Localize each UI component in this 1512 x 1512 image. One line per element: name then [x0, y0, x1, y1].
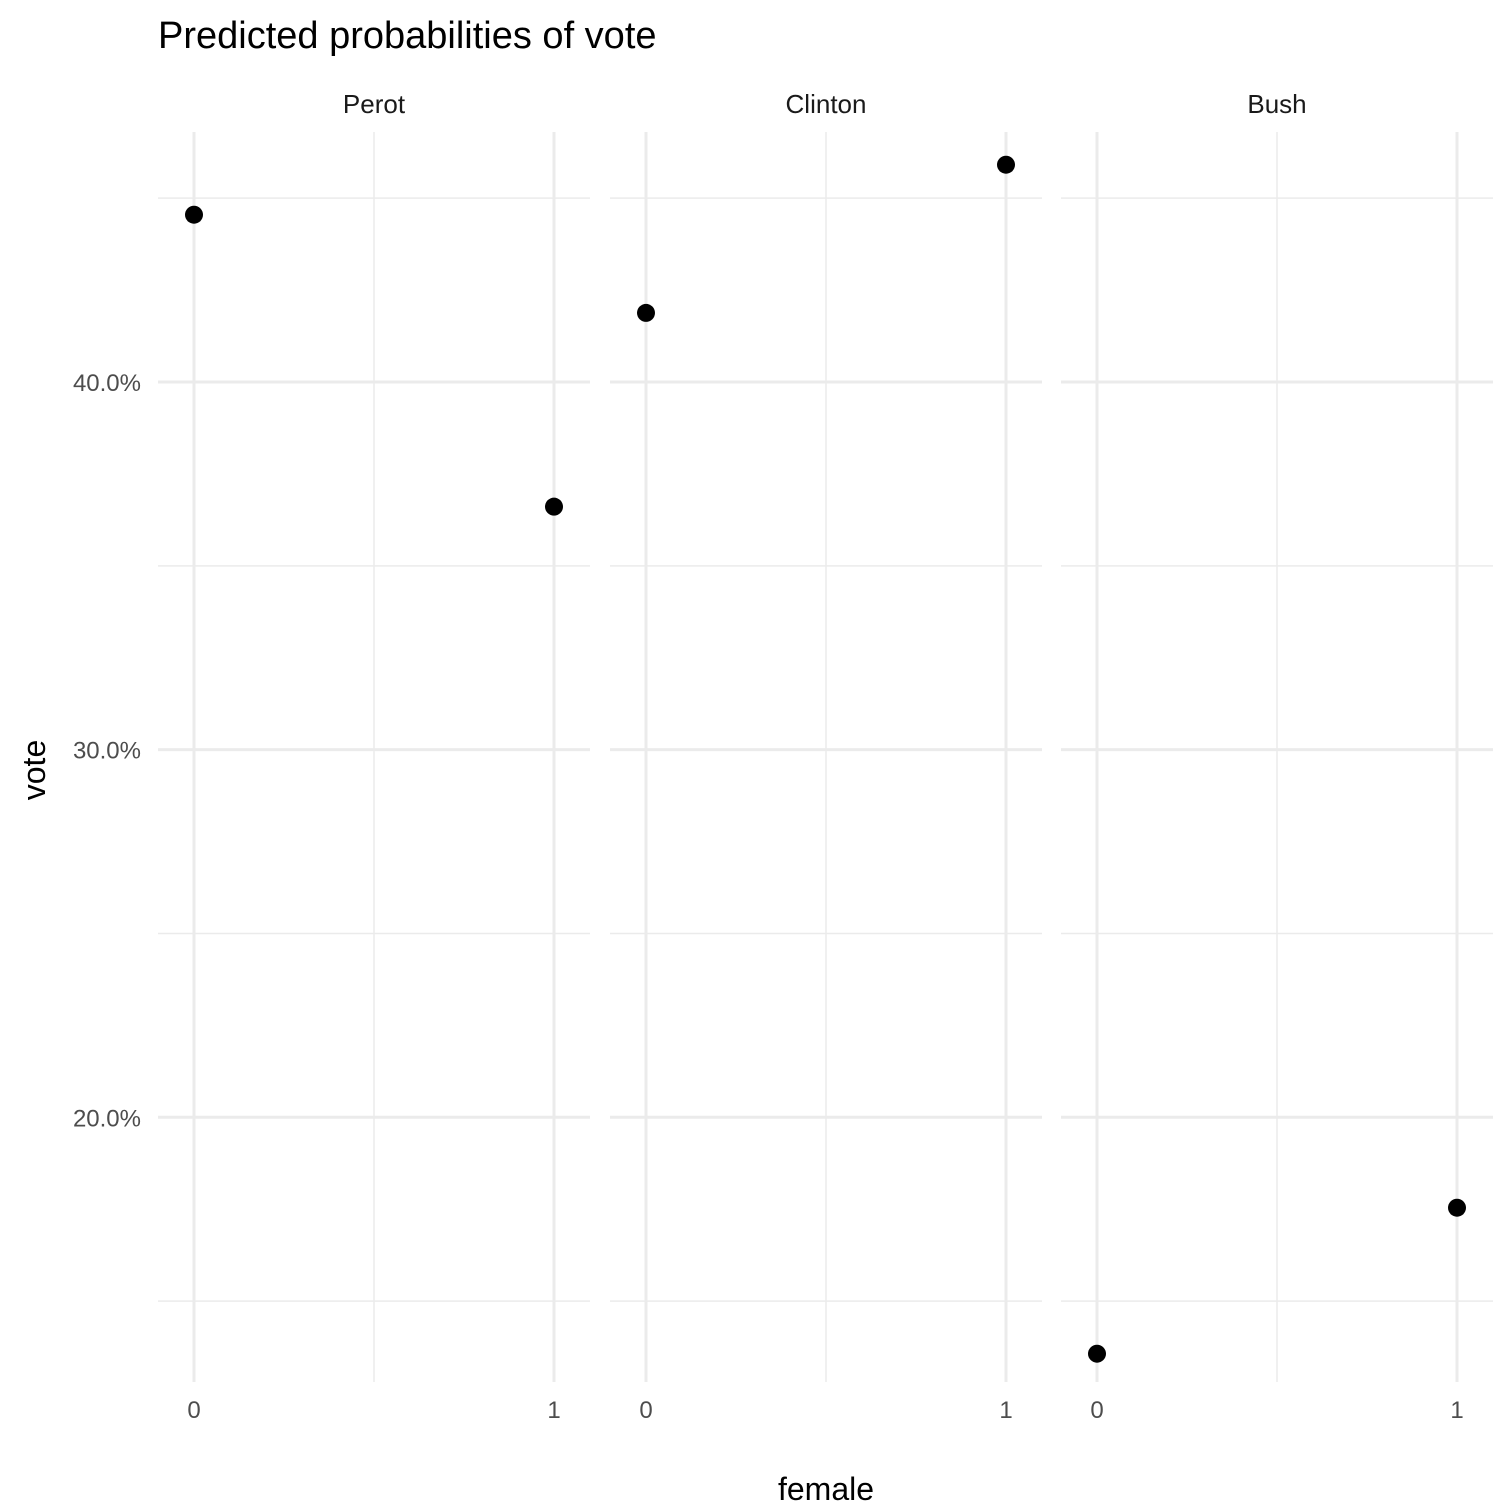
x-tick-label: 1 — [547, 1397, 560, 1424]
data-point-bush — [1448, 1198, 1466, 1217]
panel-clinton: 0 1 Clinton — [610, 89, 1042, 1424]
facet-panels: 0 1 Perot 0 1 Clinton 0 1 Bush — [158, 89, 1493, 1424]
y-tick-label: 20.0% — [73, 1105, 141, 1132]
y-tick-label: 40.0% — [73, 370, 141, 397]
data-point-perot — [545, 497, 563, 516]
y-axis-title: vote — [16, 740, 52, 800]
x-tick-label: 0 — [187, 1397, 200, 1424]
x-tick-label: 1 — [1450, 1397, 1463, 1424]
y-axis-ticks: 20.0% 30.0% 40.0% — [73, 370, 141, 1132]
data-point-perot — [185, 205, 203, 224]
panel-bush: 0 1 Bush — [1061, 89, 1493, 1424]
y-tick-label: 30.0% — [73, 738, 141, 765]
data-point-clinton — [997, 155, 1015, 174]
data-point-bush — [1088, 1344, 1106, 1363]
x-axis-title: female — [778, 1471, 874, 1507]
facet-label-bush: Bush — [1247, 89, 1306, 119]
x-tick-label: 1 — [999, 1397, 1012, 1424]
x-tick-label: 0 — [639, 1397, 652, 1424]
facet-label-perot: Perot — [343, 89, 406, 119]
panel-perot: 0 1 Perot — [158, 89, 590, 1424]
chart-title: Predicted probabilities of vote — [158, 15, 657, 57]
facet-label-clinton: Clinton — [786, 89, 867, 119]
x-tick-label: 0 — [1090, 1397, 1103, 1424]
data-point-clinton — [637, 303, 655, 322]
